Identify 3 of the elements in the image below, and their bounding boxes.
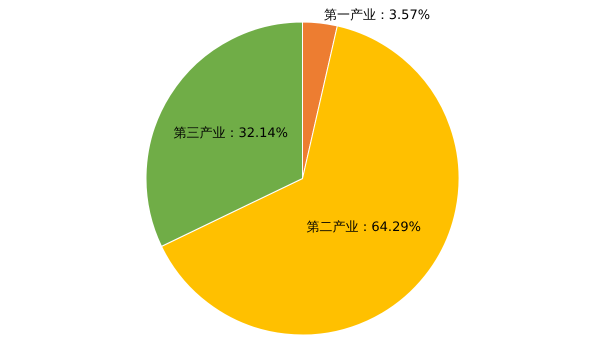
slice-label: 第三产业：32.14% (173, 126, 288, 141)
slice-label: 第一产业：3.57% (324, 8, 430, 24)
slice-label: 第二产业：64.29% (306, 220, 421, 235)
